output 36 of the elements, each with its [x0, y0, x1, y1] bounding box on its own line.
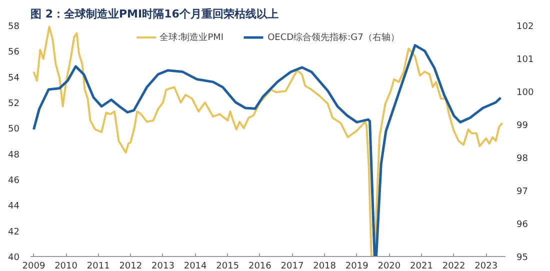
legend-label: 全球:制造业PMI [160, 32, 224, 44]
x-tick-label: 2012 [119, 262, 142, 271]
chart-title: 图 2：全球制造业PMI时隔16个月重回荣枯线以上 [30, 8, 278, 20]
y2-tick-label: 102 [516, 22, 534, 32]
y2-tick-label: 100 [516, 88, 534, 98]
y2-tick-label: 96 [516, 220, 528, 230]
x-tick-label: 2011 [86, 262, 110, 271]
y-tick-label: 44 [8, 202, 20, 212]
y-tick-label: 48 [8, 150, 20, 160]
y2-tick-label: 99 [516, 121, 528, 131]
x-tick-label: 2010 [54, 262, 78, 271]
x-tick-label: 2021 [410, 262, 433, 271]
x-tick-label: 2022 [442, 262, 466, 271]
x-tick-label: 2013 [152, 262, 174, 271]
x-tick-label: 2015 [216, 262, 240, 271]
y-tick-label: 40 [8, 253, 20, 263]
x-tick-label: 2017 [280, 262, 304, 271]
y-tick-label: 42 [8, 227, 20, 238]
x-tick-label: 2016 [248, 262, 272, 271]
y-tick-label: 56 [8, 48, 20, 58]
x-tick-label: 2023 [474, 262, 498, 271]
y2-tick-label: 101 [516, 55, 534, 65]
y-tick-label: 46 [8, 176, 20, 186]
legend-label: OECD综合领先指标:G7（右轴） [268, 32, 400, 44]
y-tick-label: 58 [8, 22, 20, 32]
y-tick-label: 52 [8, 99, 20, 109]
x-tick-label: 2009 [22, 262, 46, 271]
y2-tick-label: 95 [516, 253, 528, 263]
y-tick-label: 54 [8, 73, 20, 84]
x-tick-label: 2020 [378, 262, 401, 271]
x-tick-label: 2014 [184, 262, 208, 271]
x-tick-label: 2019 [345, 262, 369, 271]
y2-tick-label: 97 [516, 187, 528, 197]
x-tick-label: 2018 [313, 262, 336, 271]
y-tick-label: 50 [8, 124, 20, 135]
y2-tick-label: 98 [516, 154, 528, 164]
